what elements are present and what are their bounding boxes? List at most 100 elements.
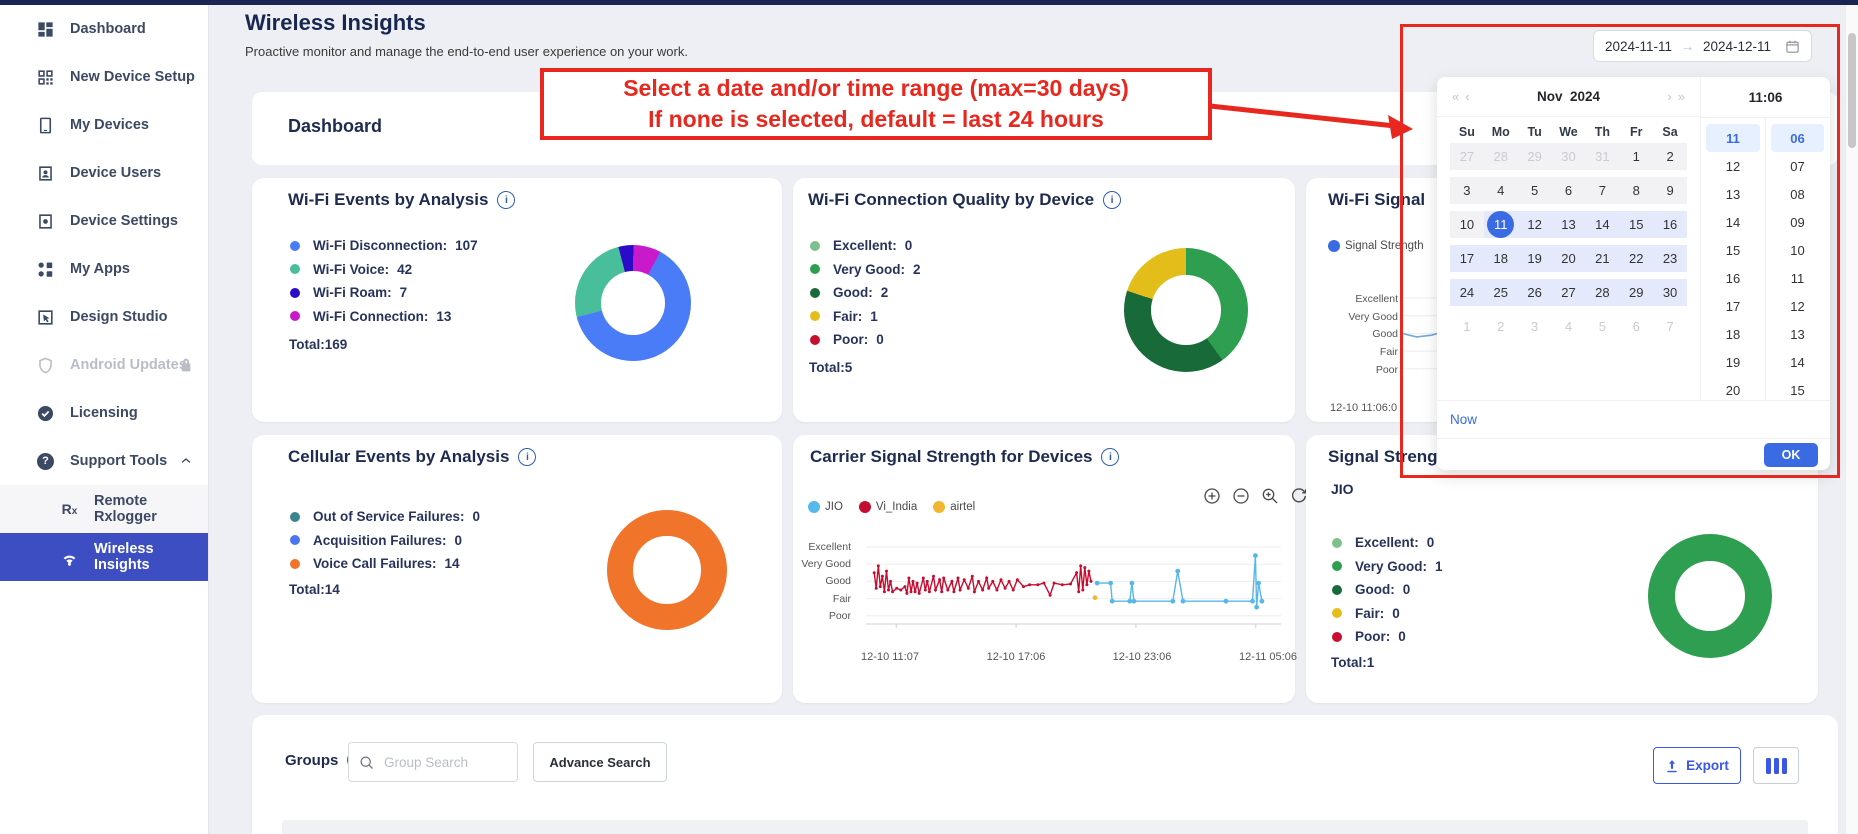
calendar-day[interactable]: 23 [1653,245,1687,272]
sidebar-item-design-studio[interactable]: Design Studio [0,293,208,341]
info-icon[interactable]: i [1103,191,1122,209]
time-cell[interactable]: 06 [1771,124,1824,152]
time-cell[interactable]: 13 [1790,326,1805,342]
group-search-input[interactable] [382,753,501,771]
calendar-day[interactable]: 24 [1450,279,1484,306]
time-cell[interactable]: 10 [1790,242,1805,258]
calendar-day[interactable]: 30 [1551,143,1586,170]
sidebar-item-new-device-setup[interactable]: New Device Setup [0,53,208,101]
calendar-day[interactable]: 27 [1450,143,1484,170]
calendar-day[interactable]: 16 [1653,211,1687,238]
calendar-day[interactable]: 30 [1653,279,1687,306]
calendar-day[interactable]: 20 [1551,245,1586,272]
sidebar-item-support-tools[interactable]: ? Support Tools [0,437,208,485]
time-cell[interactable]: 14 [1725,214,1741,230]
time-cell[interactable]: 15 [1725,242,1741,258]
calendar-day[interactable]: 19 [1517,245,1552,272]
time-cell[interactable]: 07 [1790,158,1805,174]
prev-year-button[interactable]: « [1452,89,1460,104]
time-cell[interactable]: 18 [1725,326,1741,342]
sidebar-item-dashboard[interactable]: Dashboard [0,5,208,53]
export-button[interactable]: Export [1653,747,1741,784]
sidebar-item-my-apps[interactable]: My Apps [0,245,208,293]
calendar-day[interactable]: 12 [1517,211,1552,238]
time-cell[interactable]: 09 [1790,214,1805,230]
next-month-button[interactable]: › [1667,89,1672,104]
calendar-day[interactable]: 1 [1619,143,1654,170]
info-icon[interactable]: i [518,448,537,466]
calendar-day[interactable]: 7 [1585,177,1620,204]
calendar-day[interactable]: 14 [1585,211,1620,238]
time-cell[interactable]: 11 [1790,270,1805,286]
sidebar-item-remote-rxlogger[interactable]: Rx Remote Rxlogger [0,485,208,533]
calendar-day[interactable]: 18 [1483,245,1518,272]
calendar-day[interactable]: 29 [1517,143,1552,170]
zoom-in-icon[interactable] [1203,487,1221,505]
column-settings-button[interactable] [1753,747,1799,784]
calendar-day[interactable]: 8 [1619,177,1654,204]
time-cell[interactable]: 13 [1725,186,1741,202]
calendar-day[interactable]: 25 [1483,279,1518,306]
time-cell[interactable]: 12 [1725,158,1741,174]
refresh-icon[interactable] [1290,487,1308,505]
range-end-value[interactable]: 2024-12-11 [1702,38,1771,54]
time-cell[interactable]: 15 [1790,382,1805,398]
calendar-day[interactable]: 3 [1531,319,1539,334]
calendar-day[interactable]: 2 [1653,143,1687,170]
legend-item[interactable]: Vi_India [858,501,917,513]
year-label[interactable]: 2024 [1569,89,1601,104]
calendar-day[interactable]: 21 [1585,245,1620,272]
time-cell[interactable]: 11 [1706,124,1760,152]
calendar-day[interactable]: 5 [1517,177,1552,204]
zoom-select-icon[interactable] [1261,487,1279,505]
advance-search-button[interactable]: Advance Search [533,742,667,782]
calendar-day[interactable]: 1 [1463,319,1471,334]
date-range-input[interactable]: 2024-11-11 → 2024-12-11 [1593,30,1812,62]
calendar-day[interactable]: 28 [1483,143,1518,170]
calendar-day[interactable]: 10 [1450,211,1484,238]
time-cell[interactable]: 19 [1725,354,1741,370]
calendar-day[interactable]: 29 [1619,279,1654,306]
time-cell[interactable]: 14 [1790,354,1805,370]
calendar-day[interactable]: 15 [1619,211,1654,238]
calendar-day[interactable]: 9 [1653,177,1687,204]
calendar-day[interactable]: 6 [1632,319,1640,334]
group-search-box[interactable] [348,742,518,782]
calendar-day[interactable]: 11 [1483,211,1518,238]
sidebar-item-device-settings[interactable]: Device Settings [0,197,208,245]
page-scrollbar[interactable] [1845,5,1858,834]
now-link[interactable]: Now [1450,412,1478,427]
prev-month-button[interactable]: ‹ [1465,89,1470,104]
time-cell[interactable]: 16 [1725,270,1741,286]
calendar-day[interactable]: 27 [1551,279,1586,306]
sidebar-item-device-users[interactable]: Device Users [0,149,208,197]
legend-item[interactable]: JIO [808,501,843,513]
info-icon[interactable]: i [1101,448,1120,466]
next-year-button[interactable]: » [1677,89,1685,104]
calendar-day[interactable]: 22 [1619,245,1654,272]
calendar-day[interactable]: 7 [1666,319,1674,334]
legend-item[interactable]: Signal Strength [1328,240,1424,252]
time-cell[interactable]: 20 [1725,382,1741,398]
calendar-day[interactable]: 31 [1585,143,1620,170]
sidebar-item-android-updates[interactable]: Android Updates [0,341,208,389]
calendar-day[interactable]: 3 [1450,177,1484,204]
sidebar-item-licensing[interactable]: Licensing [0,389,208,437]
calendar-day[interactable]: 17 [1450,245,1484,272]
ok-button[interactable]: OK [1764,442,1818,467]
calendar-day[interactable]: 28 [1585,279,1620,306]
calendar-day[interactable]: 5 [1598,319,1606,334]
calendar-day[interactable]: 26 [1517,279,1552,306]
calendar-day[interactable]: 13 [1551,211,1586,238]
info-icon[interactable]: i [497,191,516,209]
sidebar-item-wireless-insights[interactable]: Wireless Insights [0,533,208,581]
calendar-day[interactable]: 6 [1551,177,1586,204]
sidebar-item-my-devices[interactable]: My Devices [0,101,208,149]
time-cell[interactable]: 12 [1790,298,1805,314]
legend-item[interactable]: airtel [933,501,975,513]
time-cell[interactable]: 08 [1790,186,1805,202]
calendar-day[interactable]: 2 [1497,319,1505,334]
calendar-day[interactable]: 4 [1564,319,1573,334]
time-cell[interactable]: 17 [1725,298,1741,314]
zoom-out-icon[interactable] [1232,487,1250,505]
